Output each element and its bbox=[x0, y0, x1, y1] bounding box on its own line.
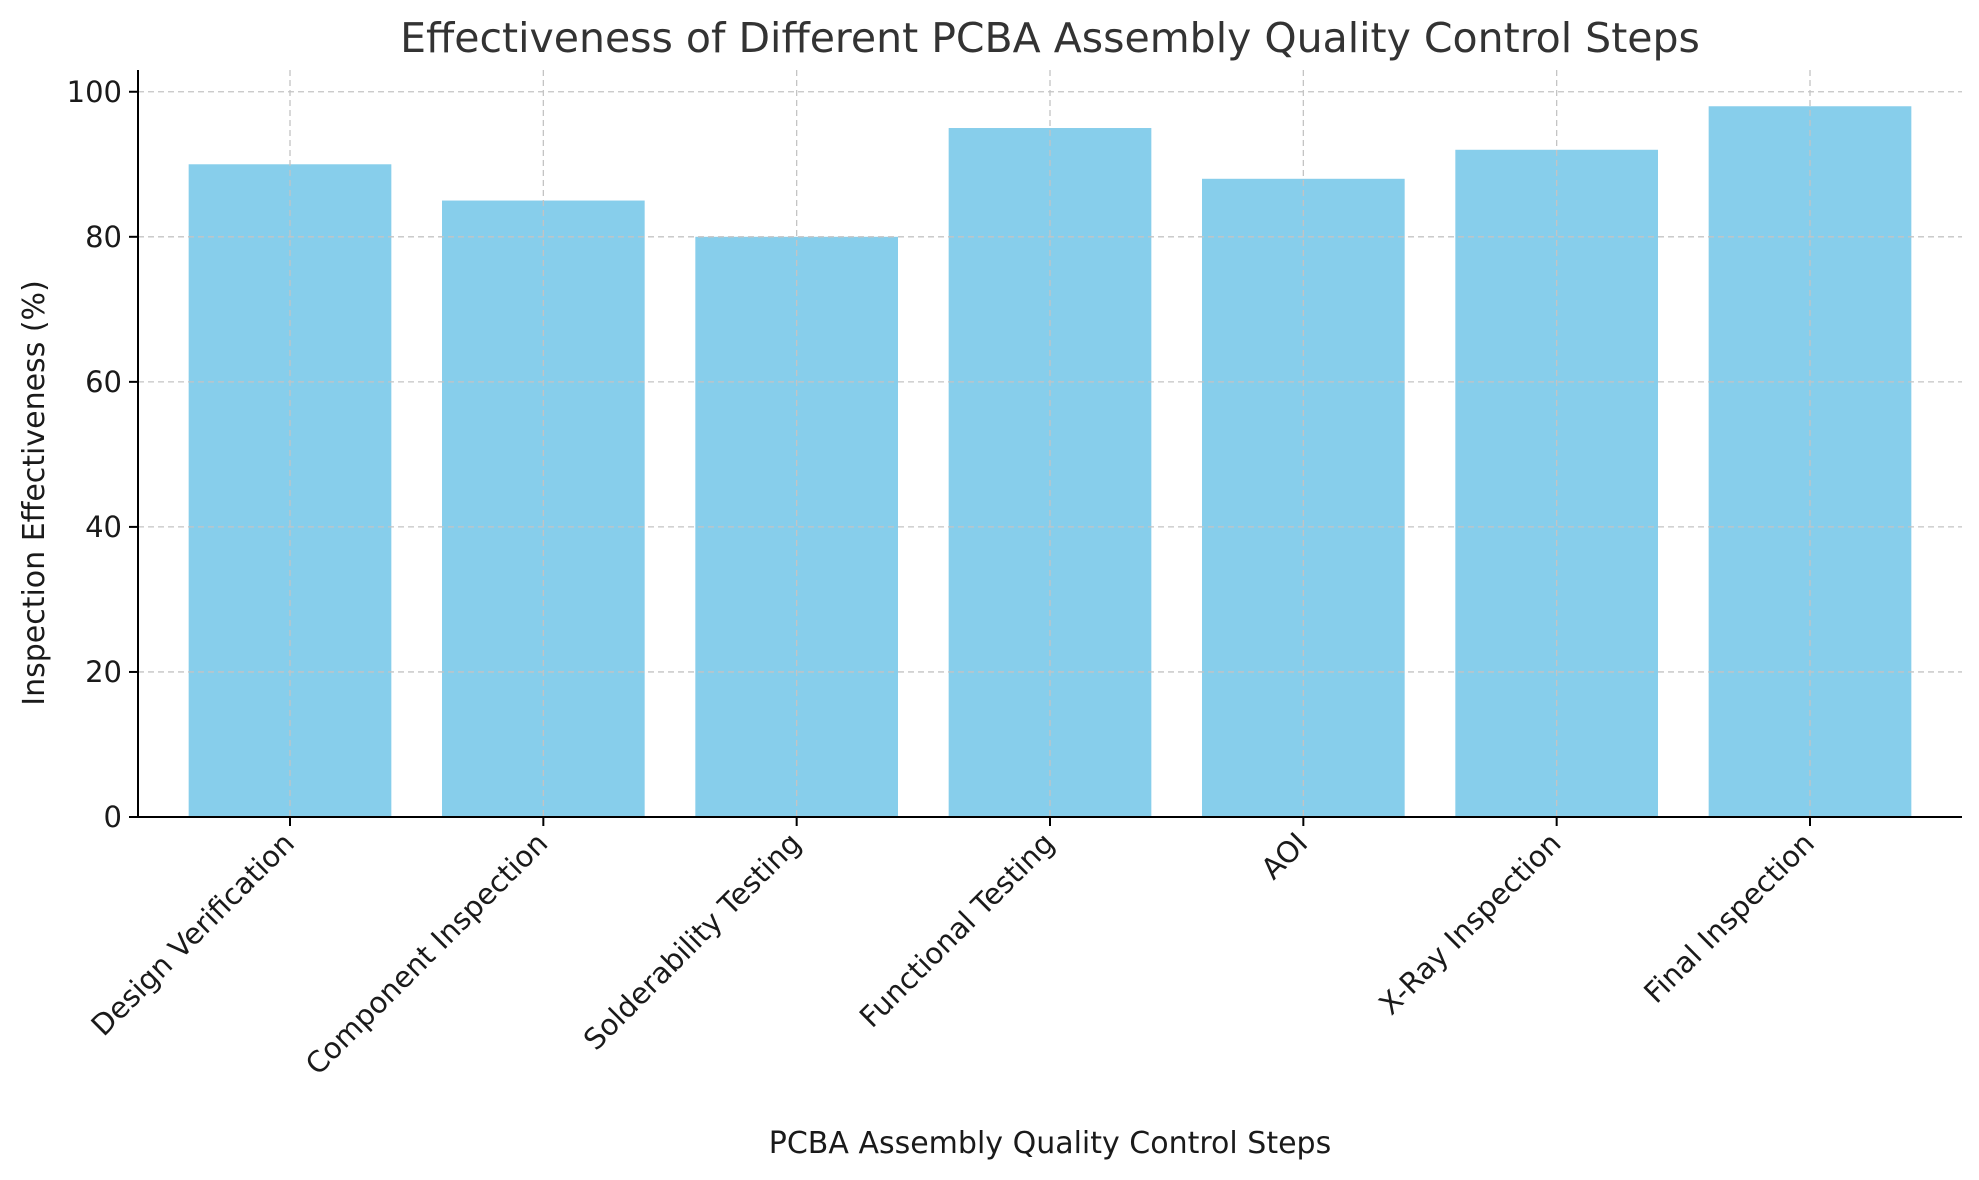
y-axis-title: Inspection Effectiveness (%) bbox=[17, 280, 52, 706]
x-tick-label: AOI bbox=[1254, 826, 1314, 886]
chart-title: Effectiveness of Different PCBA Assembly… bbox=[400, 14, 1700, 62]
y-tick-label: 0 bbox=[104, 800, 122, 834]
x-tick-label: X-Ray Inspection bbox=[1372, 826, 1567, 1021]
y-tick-label: 100 bbox=[67, 75, 122, 109]
y-tick-label: 60 bbox=[85, 365, 122, 399]
y-tick-label: 20 bbox=[85, 655, 122, 689]
x-tick-label: Functional Testing bbox=[853, 826, 1061, 1034]
x-tick-label: Design Verification bbox=[84, 826, 301, 1043]
y-tick-label: 40 bbox=[85, 510, 122, 544]
y-tick-label: 80 bbox=[85, 220, 122, 254]
axis-layer bbox=[129, 70, 1962, 826]
x-tick-label: Final Inspection bbox=[1637, 826, 1821, 1010]
x-axis-title: PCBA Assembly Quality Control Steps bbox=[769, 1126, 1331, 1161]
x-tick-label: Component Inspection bbox=[299, 826, 555, 1082]
x-tick-label: Solderability Testing bbox=[577, 826, 808, 1057]
grid-layer bbox=[138, 70, 1962, 818]
